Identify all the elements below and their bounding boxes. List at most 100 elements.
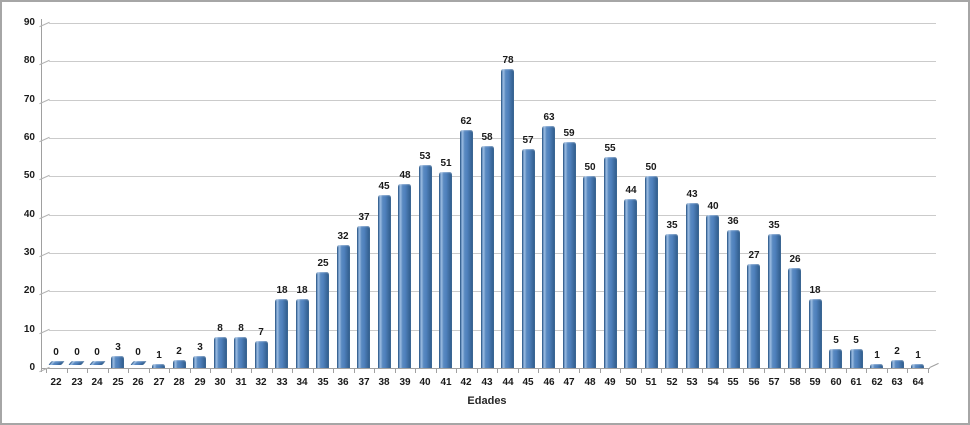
y-axis-label: 90	[23, 17, 35, 28]
x-axis-tick	[600, 369, 601, 373]
bar-age-42	[460, 130, 473, 368]
x-axis-line	[41, 368, 930, 369]
bar-value-label: 1	[915, 350, 921, 361]
bar-age-47	[563, 142, 576, 368]
x-axis-tick	[805, 369, 806, 373]
bar-age-25	[111, 356, 124, 368]
bar-age-27	[152, 364, 165, 368]
x-axis-tick	[579, 369, 580, 373]
x-tick-label: 24	[91, 377, 103, 388]
x-axis-tick	[866, 369, 867, 373]
bar-value-label: 5	[853, 335, 859, 346]
bar-value-label: 45	[378, 181, 390, 192]
x-tick-label: 32	[255, 377, 267, 388]
bar-value-label: 18	[809, 285, 821, 296]
bar-value-label: 0	[53, 347, 59, 358]
bar-age-55	[727, 230, 740, 368]
x-tick-label: 29	[194, 377, 206, 388]
bar-age-22	[48, 361, 65, 365]
x-axis-tick	[620, 369, 621, 373]
x-axis-tick	[313, 369, 314, 373]
x-axis-depth-tick	[929, 362, 939, 369]
x-tick-label: 28	[173, 377, 185, 388]
bar-value-label: 26	[789, 254, 801, 265]
bar-value-label: 37	[358, 212, 370, 223]
x-axis-tick	[108, 369, 109, 373]
bar-value-label: 62	[460, 116, 472, 127]
bar-value-label: 3	[115, 342, 121, 353]
bar-value-label: 36	[727, 216, 739, 227]
bar-age-38	[378, 195, 391, 368]
x-axis-tick	[210, 369, 211, 373]
bar-age-37	[357, 226, 370, 368]
x-axis-tick	[128, 369, 129, 373]
x-axis-tick	[928, 369, 929, 373]
bar-value-label: 32	[337, 231, 349, 242]
bar-value-label: 63	[543, 112, 555, 123]
x-axis-tick	[743, 369, 744, 373]
x-axis-tick	[764, 369, 765, 373]
x-tick-label: 35	[317, 377, 329, 388]
x-tick-label: 31	[235, 377, 247, 388]
bar-value-label: 35	[768, 220, 780, 231]
x-tick-label: 30	[214, 377, 226, 388]
x-tick-label: 47	[563, 377, 575, 388]
x-tick-label: 43	[481, 377, 493, 388]
x-axis-tick	[907, 369, 908, 373]
bar-value-label: 35	[666, 220, 678, 231]
x-tick-label: 23	[71, 377, 83, 388]
x-axis-tick	[456, 369, 457, 373]
x-axis-tick	[67, 369, 68, 373]
y-axis-label: 30	[23, 247, 35, 258]
x-axis-tick	[395, 369, 396, 373]
bar-age-59	[809, 299, 822, 368]
bar-age-33	[275, 299, 288, 368]
x-axis-tick	[784, 369, 785, 373]
x-tick-label: 48	[584, 377, 596, 388]
x-axis-tick	[354, 369, 355, 373]
y-axis-label: 10	[23, 324, 35, 335]
bar-value-label: 50	[584, 162, 596, 173]
bar-age-57	[768, 234, 781, 368]
x-axis-tick	[887, 369, 888, 373]
x-axis-tick	[87, 369, 88, 373]
bar-age-36	[337, 245, 350, 368]
bar-age-46	[542, 126, 555, 368]
x-tick-label: 45	[522, 377, 534, 388]
bar-age-24	[89, 361, 106, 365]
x-axis-tick	[231, 369, 232, 373]
y-axis-line	[41, 19, 42, 372]
bar-value-label: 0	[135, 347, 141, 358]
x-axis-tick	[702, 369, 703, 373]
x-axis-tick	[190, 369, 191, 373]
x-tick-label: 50	[625, 377, 637, 388]
bar-value-label: 44	[625, 185, 637, 196]
y-axis-label: 0	[29, 362, 35, 373]
bar-age-52	[665, 234, 678, 368]
x-axis-tick	[723, 369, 724, 373]
x-axis-tick	[169, 369, 170, 373]
bar-age-39	[398, 184, 411, 368]
bar-age-41	[439, 172, 452, 368]
x-tick-label: 39	[399, 377, 411, 388]
bar-age-64	[911, 364, 924, 368]
bar-value-label: 50	[645, 162, 657, 173]
x-tick-label: 52	[666, 377, 678, 388]
bar-age-62	[870, 364, 883, 368]
bar-age-23	[68, 361, 85, 365]
x-tick-label: 64	[912, 377, 924, 388]
x-tick-label: 57	[768, 377, 780, 388]
x-tick-label: 41	[440, 377, 452, 388]
y-axis-label: 80	[23, 55, 35, 66]
bar-age-29	[193, 356, 206, 368]
x-axis-tick	[518, 369, 519, 373]
bar-value-label: 3	[197, 342, 203, 353]
x-axis-tick	[436, 369, 437, 373]
bar-value-label: 1	[156, 350, 162, 361]
bar-value-label: 55	[604, 143, 616, 154]
x-tick-label: 36	[337, 377, 349, 388]
bar-value-label: 8	[217, 323, 223, 334]
x-tick-label: 55	[727, 377, 739, 388]
x-axis-tick	[333, 369, 334, 373]
x-tick-label: 51	[645, 377, 657, 388]
